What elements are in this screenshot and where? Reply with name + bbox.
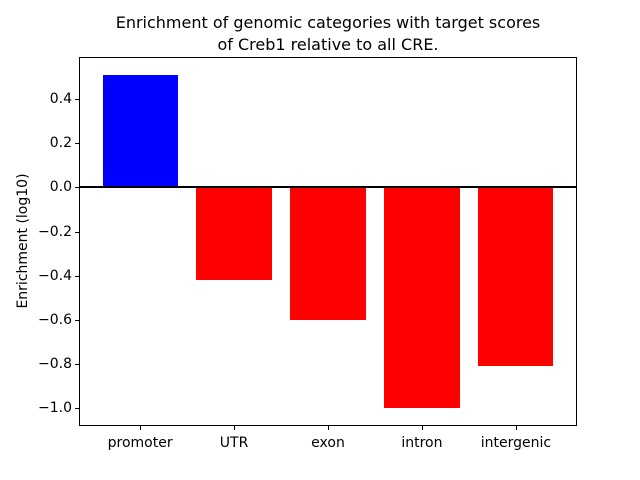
- y-tick-mark: [75, 408, 79, 410]
- x-tick-mark: [234, 426, 236, 430]
- y-tick-mark: [75, 275, 79, 277]
- y-tick-mark: [75, 98, 79, 100]
- chart-title: Enrichment of genomic categories with ta…: [115, 13, 541, 54]
- y-tick-label: −1.0: [38, 400, 72, 417]
- x-tick-label-promoter: promoter: [107, 435, 173, 451]
- y-tick-mark: [75, 319, 79, 321]
- y-tick-mark: [75, 231, 79, 233]
- bar-UTR: [196, 187, 272, 281]
- y-tick-mark: [75, 187, 79, 189]
- bar-promoter: [102, 74, 178, 188]
- x-tick-mark: [515, 426, 517, 430]
- y-tick-label: 0.0: [49, 179, 72, 196]
- x-tick-label-exon: exon: [311, 435, 345, 451]
- bar-exon: [290, 187, 366, 320]
- x-tick-label-UTR: UTR: [219, 435, 249, 451]
- x-tick-mark: [140, 426, 142, 430]
- y-tick-mark: [75, 364, 79, 366]
- y-tick-label: 0.4: [49, 90, 72, 107]
- bar-intron: [384, 187, 460, 409]
- y-tick-label: −0.6: [38, 311, 72, 328]
- x-tick-label-intergenic: intergenic: [480, 435, 552, 451]
- zero-line: [80, 186, 576, 189]
- x-tick-mark: [421, 426, 423, 430]
- bar-intergenic: [478, 187, 554, 367]
- y-tick-label: −0.2: [38, 223, 72, 240]
- plot-area: [79, 57, 577, 426]
- x-tick-mark: [328, 426, 329, 430]
- y-tick-label: −0.4: [38, 267, 72, 284]
- y-tick-mark: [75, 143, 79, 145]
- x-tick-label-intron: intron: [401, 435, 443, 451]
- y-tick-label: −0.8: [38, 356, 72, 373]
- y-tick-label: 0.2: [49, 135, 72, 152]
